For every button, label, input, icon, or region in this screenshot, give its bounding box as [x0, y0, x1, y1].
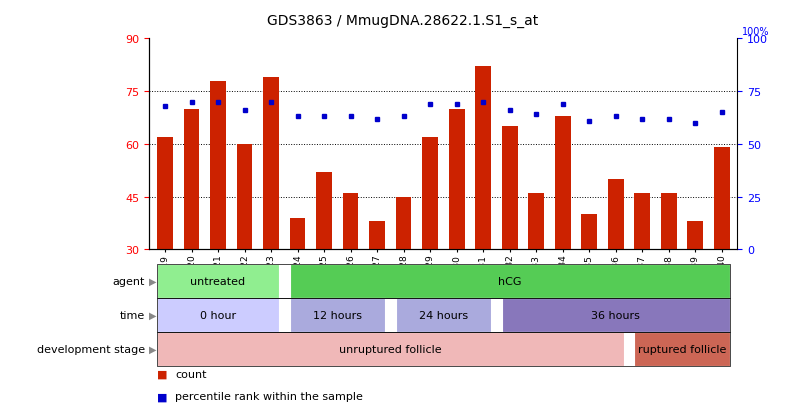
Text: hCG: hCG: [498, 276, 521, 286]
Bar: [449, 109, 464, 250]
Bar: [555, 116, 571, 250]
Text: ■: ■: [157, 369, 168, 379]
Bar: [634, 194, 650, 250]
Text: time: time: [120, 310, 145, 320]
Text: percentile rank within the sample: percentile rank within the sample: [175, 392, 363, 401]
Text: 0 hour: 0 hour: [200, 310, 236, 320]
Text: ▶: ▶: [149, 344, 156, 354]
Text: agent: agent: [113, 276, 145, 286]
Text: GDS3863 / MmugDNA.28622.1.S1_s_at: GDS3863 / MmugDNA.28622.1.S1_s_at: [268, 14, 538, 28]
Bar: [157, 138, 173, 250]
Text: ▶: ▶: [149, 310, 156, 320]
Text: ▶: ▶: [149, 276, 156, 286]
Bar: [316, 173, 332, 250]
Bar: [608, 180, 624, 250]
Bar: [475, 67, 491, 250]
Text: development stage: development stage: [37, 344, 145, 354]
Text: 12 hours: 12 hours: [313, 310, 362, 320]
Bar: [422, 138, 438, 250]
Bar: [501, 127, 517, 250]
Bar: [343, 194, 359, 250]
Text: untreated: untreated: [190, 276, 246, 286]
Bar: [661, 194, 676, 250]
Bar: [688, 222, 703, 250]
Bar: [210, 81, 226, 250]
Bar: [289, 218, 305, 250]
Text: 36 hours: 36 hours: [591, 310, 640, 320]
Bar: [528, 194, 544, 250]
Text: ■: ■: [157, 392, 168, 401]
Text: 100%: 100%: [742, 27, 769, 37]
Bar: [369, 222, 385, 250]
Text: 24 hours: 24 hours: [419, 310, 467, 320]
Bar: [581, 215, 597, 250]
Bar: [713, 148, 729, 250]
Text: ruptured follicle: ruptured follicle: [638, 344, 726, 354]
Text: count: count: [175, 369, 206, 379]
Bar: [396, 197, 412, 250]
Text: unruptured follicle: unruptured follicle: [339, 344, 442, 354]
Bar: [237, 145, 252, 250]
Bar: [184, 109, 199, 250]
Bar: [263, 78, 279, 250]
